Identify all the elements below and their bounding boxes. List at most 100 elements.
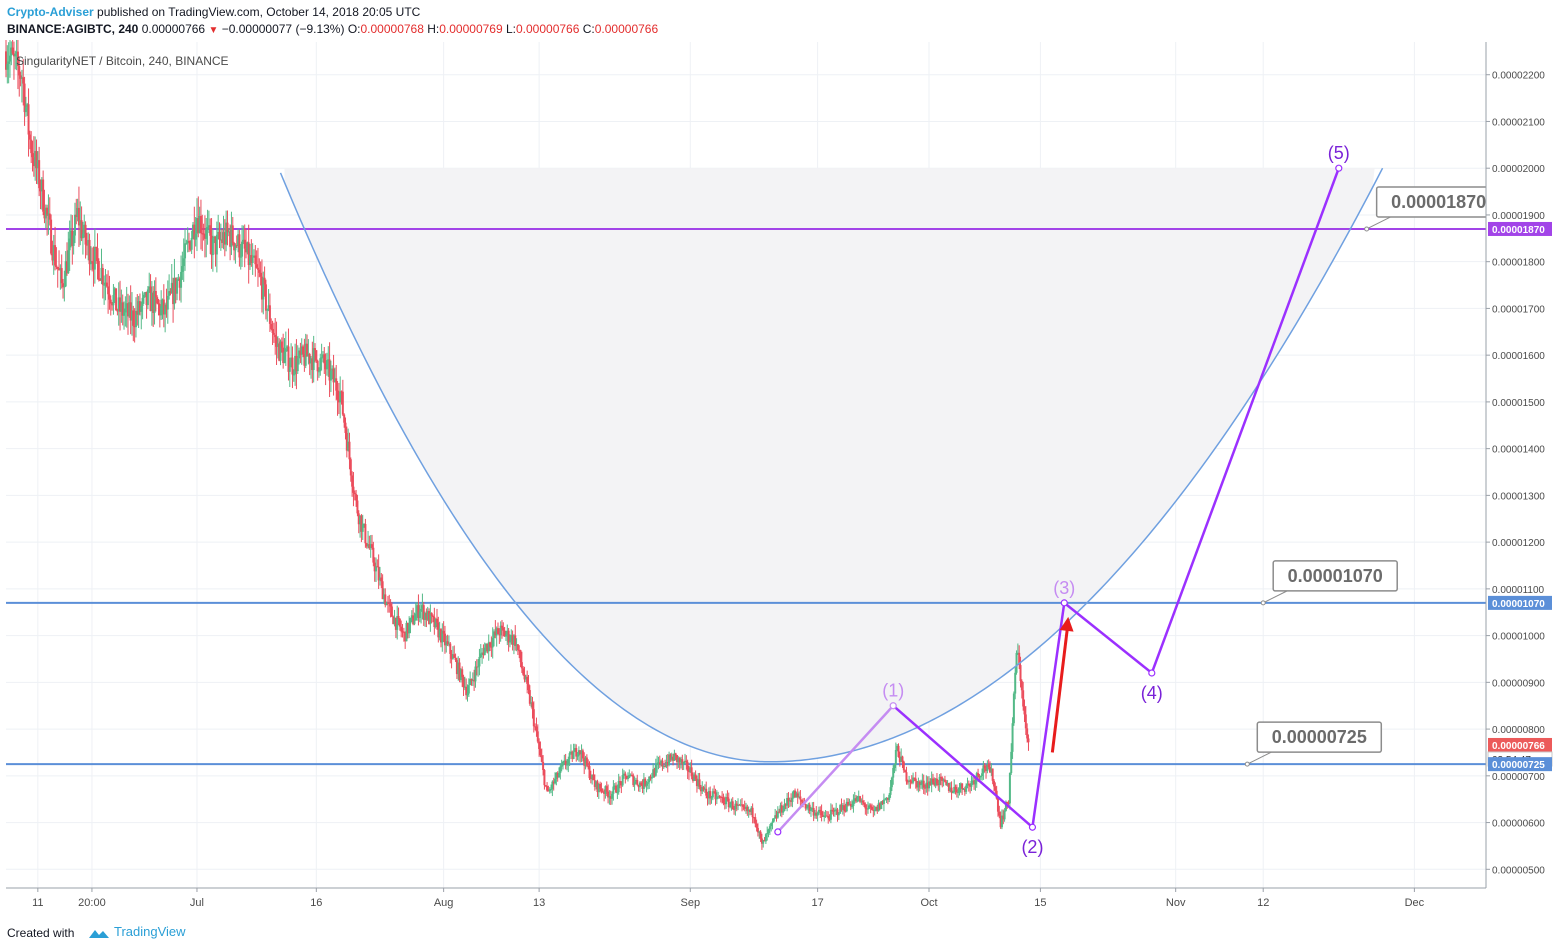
candle-body [548,789,551,792]
candle [713,785,716,794]
candle-body [951,792,954,794]
candle [909,779,912,789]
candle-body [576,755,579,757]
candle-body [706,795,709,799]
candle-body [425,613,428,620]
candle [1008,772,1011,810]
candle [819,806,822,819]
candle-body [544,785,547,787]
candle-body [596,781,599,793]
candle-body [937,783,940,785]
price-tick-label: 0.00000700 [1492,772,1545,783]
candle [661,757,664,771]
candle [242,225,245,245]
callout-anchor [1260,600,1266,606]
callout-label: 0.00001870 [1391,192,1486,212]
candle [664,759,667,768]
candle [601,788,604,793]
candle-body [534,726,537,728]
candle-body [54,245,57,266]
candle-body [23,83,26,113]
candle-body [714,792,717,800]
candle [58,250,61,271]
candle [597,783,600,799]
candle-body [806,807,809,809]
candle-body [794,790,797,798]
price-axis-badge-label: 0.00001070 [1492,599,1545,610]
candle [323,347,326,375]
tradingview-brand[interactable]: TradingView [88,924,186,939]
candle-body [249,255,252,266]
candle-body [92,262,95,270]
candle [987,759,990,770]
price-chart[interactable]: (1)(2)(3)(4)(5)0.000018700.000010700.000… [0,40,1562,914]
candle [413,612,416,626]
candle-body [378,577,381,581]
candle-body [158,304,161,316]
candle [849,801,852,811]
candle [191,221,194,240]
candle-body [770,822,773,827]
candle-body [242,239,245,242]
candle-body [977,773,980,776]
candle-body [355,494,358,501]
candle-body [69,230,72,239]
candle [929,778,932,786]
candle [43,189,46,224]
candle-body [39,188,42,192]
candle [558,767,561,778]
candle [741,798,744,812]
candle [400,620,403,638]
candle-body [605,786,608,792]
candle-body [104,282,107,285]
candle [355,489,358,507]
candle [847,798,850,807]
candle [23,76,26,126]
candle [380,572,383,589]
candle [807,802,810,814]
candle [8,40,11,78]
candle-body [71,230,74,246]
candle-body [690,767,693,777]
candle-body [381,581,384,600]
candle-body [5,51,7,70]
candle-body [332,368,335,383]
candle [263,266,266,297]
candle-body [291,357,294,375]
candle-body [134,310,137,328]
candle-body [432,615,435,617]
candle [637,784,640,792]
candle-body [497,628,500,634]
candle-body [916,781,919,788]
candle [299,342,302,364]
candle-body [978,775,981,778]
candle-body [351,475,354,487]
candle [91,247,94,272]
candle [491,627,494,659]
candle-body [160,305,163,316]
candle-body [412,615,415,625]
candle-body [89,261,92,265]
candle-body [14,53,17,57]
candle-body [550,788,553,790]
candle-body [869,805,872,807]
time-tick-label: 16 [310,897,322,909]
candle-body [450,653,453,659]
candle [202,223,205,241]
candle [418,604,421,623]
price-tick-label: 0.00000600 [1492,819,1545,830]
candle [214,236,217,267]
candle-body [359,515,362,525]
candle-body [145,291,148,306]
candle [311,341,314,384]
candle [544,785,547,788]
candle-body [20,77,23,79]
candle [80,206,83,242]
candle-body [597,783,600,793]
candle-body [737,804,740,806]
candle-body [298,350,301,359]
candle [152,286,155,328]
candle [689,762,692,773]
author-link[interactable]: Crypto-Adviser [7,5,94,19]
candle-body [311,358,314,371]
